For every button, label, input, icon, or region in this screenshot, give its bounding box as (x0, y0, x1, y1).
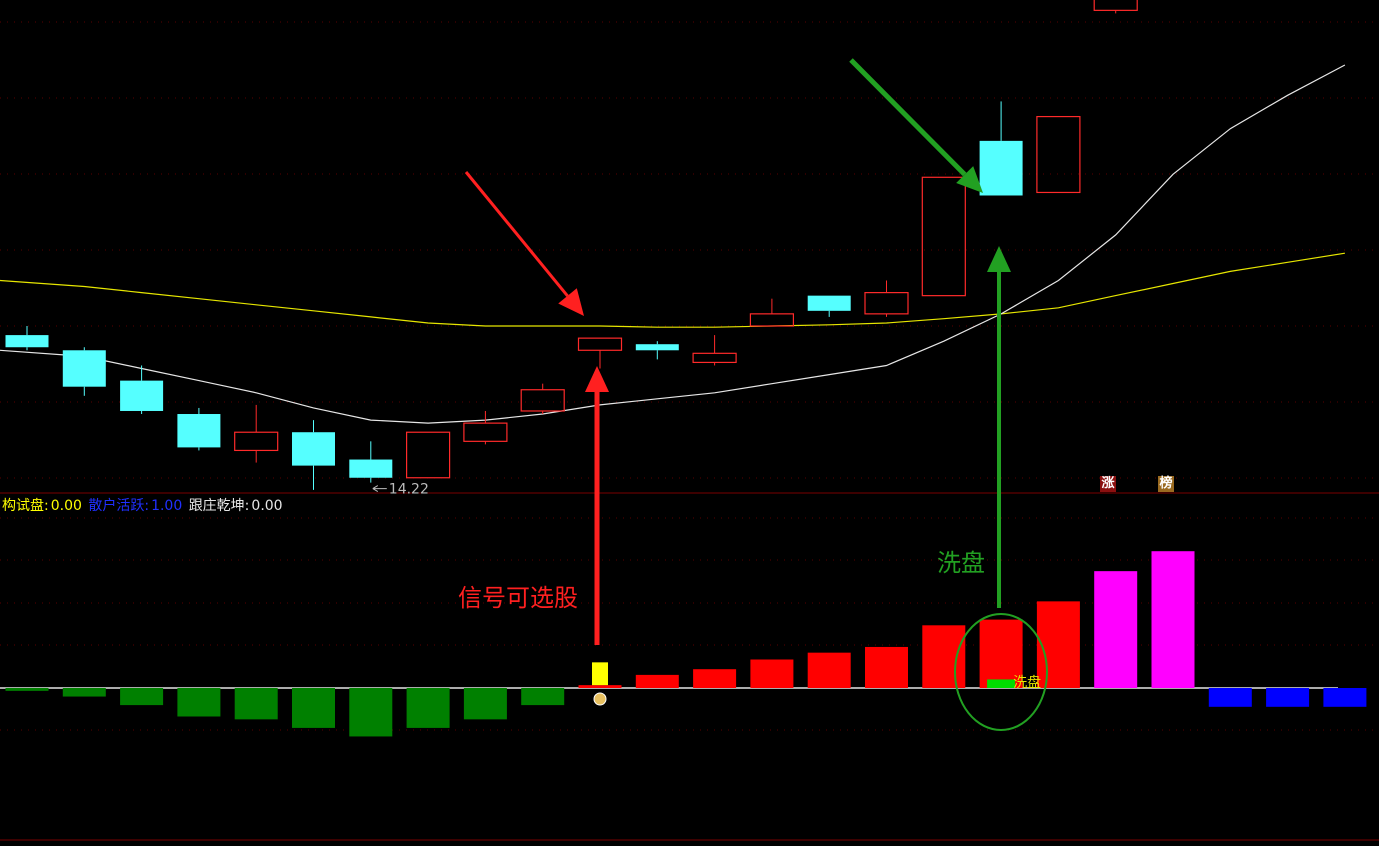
indicator-bar (62, 688, 106, 697)
indicator-bar (1151, 551, 1195, 688)
low-marker-arrow (372, 485, 387, 493)
wash-annotation: 洗盘 (937, 549, 985, 577)
indicator-bar (120, 688, 164, 706)
indicator-bar (1208, 688, 1252, 707)
candle-body (463, 422, 508, 442)
candle-body (635, 344, 679, 351)
zhang-tag: 涨 (1100, 476, 1116, 492)
candle-body (864, 292, 909, 315)
indicator-bar (807, 652, 851, 688)
red-diagonal-arrow-head (558, 288, 584, 316)
red-vertical-arrow-head (585, 366, 609, 392)
indicator-bar (979, 619, 1023, 688)
annotation-overlay (464, 58, 1048, 731)
indicator-bar (292, 688, 335, 728)
ma-short-line (0, 64, 1346, 424)
ma-long-line (0, 252, 1345, 328)
indicator-bar (1094, 571, 1138, 688)
signal-bar (592, 662, 608, 686)
red-diagonal-arrow-shaft (464, 171, 569, 297)
indicator-legend: 构试盘: 0.00 散户活跃: 1.00 跟庄乾坤: 0.00 (2, 495, 285, 515)
wash-highlight-circle (954, 613, 1048, 731)
candle-body (979, 140, 1023, 196)
candle-body (5, 335, 49, 348)
indicator-bar (1323, 688, 1367, 707)
green-diagonal-arrow-head (956, 166, 983, 193)
indicator-bar (521, 688, 565, 706)
indicator-bar (635, 674, 679, 688)
green-diagonal-arrow-shaft (849, 58, 967, 177)
candle-body (577, 337, 623, 351)
legend-item3-value: 0.00 (251, 498, 283, 514)
candle-body (234, 431, 279, 452)
candle-body (177, 414, 221, 448)
candle-body (1036, 115, 1081, 194)
indicator-bar (750, 659, 794, 688)
candle-body (406, 431, 451, 479)
indicator-bars: 洗盘 (5, 551, 1367, 737)
candle-body (349, 459, 393, 478)
wash-inline-label: 洗盘 (1013, 674, 1041, 691)
candle-body (921, 176, 966, 297)
indicator-bar (865, 646, 908, 688)
candle-body (692, 352, 737, 364)
candle-body (1093, 0, 1138, 11)
candle-body (749, 313, 795, 327)
indicator-bar (578, 685, 622, 688)
candlestick-series: 14.2226.52 (5, 0, 1138, 498)
indicator-bar (406, 688, 450, 728)
legend-item1-label: 构试盘: (2, 498, 49, 514)
legend-item1-value: 0.00 (50, 498, 82, 514)
bang-tag: 榜 (1158, 476, 1174, 492)
low-price-label: 14.22 (389, 482, 429, 498)
indicator-bar (693, 669, 737, 688)
signal-annotation: 信号可选股 (458, 584, 578, 612)
candle-body (520, 389, 565, 412)
indicator-bar (349, 688, 393, 737)
candle-body (62, 350, 106, 387)
indicator-bar (177, 688, 221, 717)
candle-body (292, 432, 335, 466)
green-vertical-arrow-head (987, 246, 1011, 272)
indicator-bar (1036, 601, 1080, 688)
legend-item2-label: 散户活跃: (88, 498, 150, 514)
indicator-bar (463, 688, 507, 720)
indicator-bar (234, 688, 278, 720)
candle-body (807, 295, 851, 311)
money-bag-icon (593, 692, 607, 706)
legend-item3-label: 跟庄乾坤: (188, 498, 250, 514)
indicator-bar (922, 625, 966, 688)
legend-item2-value: 1.00 (151, 498, 183, 514)
wash-bar (987, 679, 1016, 688)
indicator-bar (5, 688, 49, 691)
moving-averages (0, 64, 1346, 424)
indicator-bar (1266, 688, 1310, 707)
candle-body (120, 380, 164, 411)
